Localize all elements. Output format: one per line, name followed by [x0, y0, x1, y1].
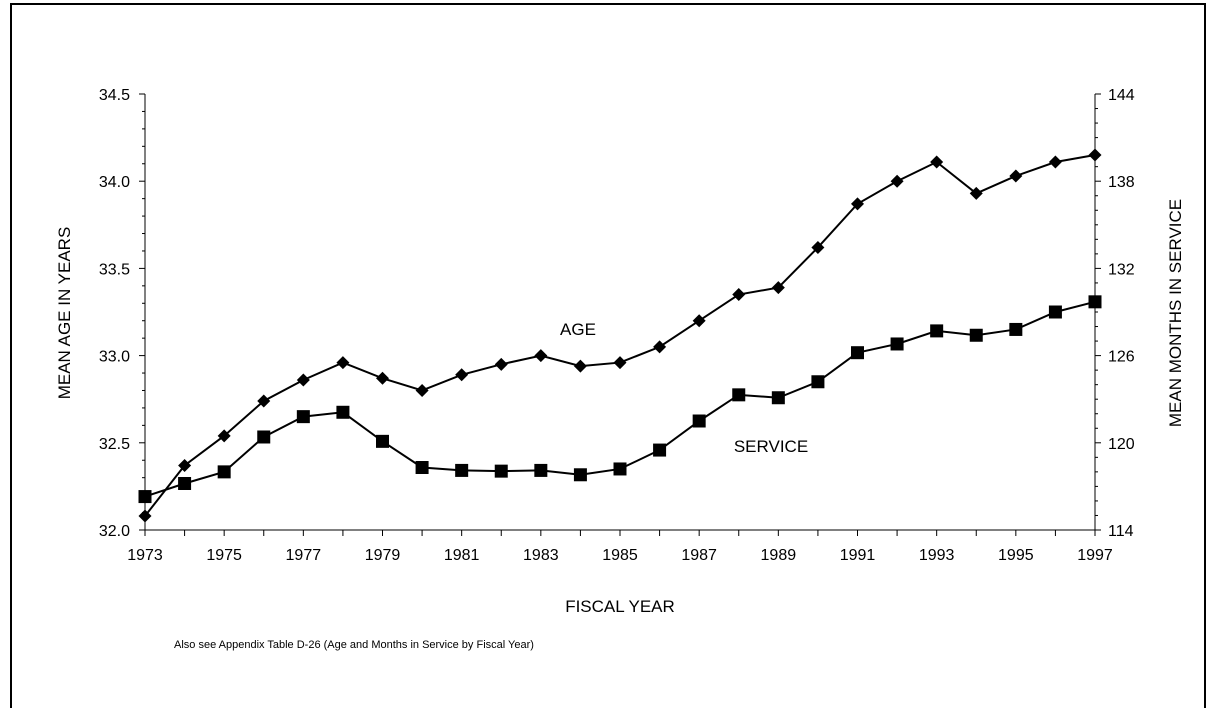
series-line-age — [144, 154, 1096, 517]
y-right-tick-label: 138 — [1108, 174, 1135, 191]
data-point-service — [534, 463, 548, 477]
series-label-service: SERVICE — [734, 437, 808, 456]
data-point-age — [415, 383, 429, 397]
data-point-age — [811, 240, 825, 254]
data-point-age — [930, 155, 944, 169]
series-label-age: AGE — [560, 320, 596, 339]
data-point-age — [1009, 169, 1023, 183]
data-point-service — [494, 464, 508, 478]
data-point-age — [613, 356, 627, 370]
data-point-age — [573, 359, 587, 373]
data-point-age — [653, 340, 667, 354]
data-point-age — [494, 357, 508, 371]
data-point-service — [296, 410, 310, 424]
data-point-service — [178, 476, 192, 490]
data-point-service — [732, 388, 746, 402]
data-point-age — [534, 349, 548, 363]
series — [138, 148, 1102, 523]
x-tick-label: 1981 — [444, 547, 480, 564]
y-right-tick-label: 120 — [1108, 436, 1135, 453]
data-point-service — [217, 465, 231, 479]
x-tick-label: 1985 — [602, 547, 638, 564]
data-point-age — [178, 458, 192, 472]
data-point-age — [257, 394, 271, 408]
x-tick-label: 1975 — [206, 547, 242, 564]
y-right-tick-label: 126 — [1108, 349, 1135, 366]
data-point-service — [811, 375, 825, 389]
y-axis-left-title: MEAN AGE IN YEARS — [55, 227, 74, 400]
data-point-service — [1009, 322, 1023, 336]
x-tick-label: 1973 — [127, 547, 163, 564]
data-point-age — [890, 174, 904, 188]
x-tick-label: 1993 — [919, 547, 955, 564]
data-point-service — [138, 490, 152, 504]
x-tick-label: 1997 — [1077, 547, 1113, 564]
data-point-service — [415, 461, 429, 475]
y-left-tick-label: 33.0 — [99, 349, 130, 366]
x-tick-label: 1977 — [286, 547, 322, 564]
data-point-age — [1048, 155, 1062, 169]
y-left-tick-label: 33.5 — [99, 261, 130, 278]
data-point-service — [771, 391, 785, 405]
data-point-age — [969, 186, 983, 200]
y-left-tick-label: 34.0 — [99, 174, 130, 191]
data-point-service — [257, 430, 271, 444]
x-tick-label: 1987 — [681, 547, 717, 564]
y-left-tick-label: 32.0 — [99, 523, 130, 540]
x-tick-label: 1979 — [365, 547, 401, 564]
data-point-age — [692, 314, 706, 328]
data-point-service — [692, 414, 706, 428]
y-left-tick-label: 32.5 — [99, 436, 130, 453]
y-right-tick-label: 114 — [1108, 523, 1134, 540]
data-point-service — [1048, 305, 1062, 319]
data-point-service — [336, 405, 350, 419]
y-axis-right-title: MEAN MONTHS IN SERVICE — [1166, 199, 1185, 427]
tick-labels: 1973 1975 1977 1979 1981 1983 1985 1987 1989 1991… — [99, 87, 1135, 564]
data-point-age — [296, 373, 310, 387]
data-point-age — [732, 288, 746, 302]
data-point-service — [376, 434, 389, 448]
data-point-age — [138, 509, 152, 523]
appendix-note: Also see Appendix Table D-26 (Age and Mo… — [174, 639, 534, 651]
data-point-service — [573, 468, 587, 482]
y-right-tick-label: 132 — [1108, 261, 1135, 278]
x-tick-label: 1991 — [840, 547, 876, 564]
x-tick-label: 1983 — [523, 547, 559, 564]
x-axis-title: FISCAL YEAR — [565, 597, 675, 616]
data-point-age — [1088, 148, 1102, 162]
data-point-service — [653, 443, 667, 457]
y-left-tick-label: 34.5 — [99, 87, 130, 104]
data-point-service — [969, 328, 983, 342]
y-right-tick-label: 144 — [1108, 87, 1135, 104]
tick-marks — [139, 93, 1101, 536]
data-point-service — [851, 346, 864, 360]
x-tick-label: 1995 — [998, 547, 1034, 564]
data-point-age — [217, 429, 231, 443]
data-point-service — [613, 462, 627, 476]
data-point-age — [376, 371, 389, 385]
data-point-service — [455, 463, 469, 477]
figure-frame — [10, 3, 1206, 708]
data-point-service — [890, 337, 904, 351]
data-point-age — [336, 356, 350, 370]
data-point-age — [455, 368, 469, 382]
data-point-age — [851, 197, 864, 211]
data-point-service — [1088, 295, 1102, 309]
data-point-service — [930, 324, 944, 338]
data-point-age — [771, 281, 785, 295]
x-tick-label: 1989 — [761, 547, 797, 564]
